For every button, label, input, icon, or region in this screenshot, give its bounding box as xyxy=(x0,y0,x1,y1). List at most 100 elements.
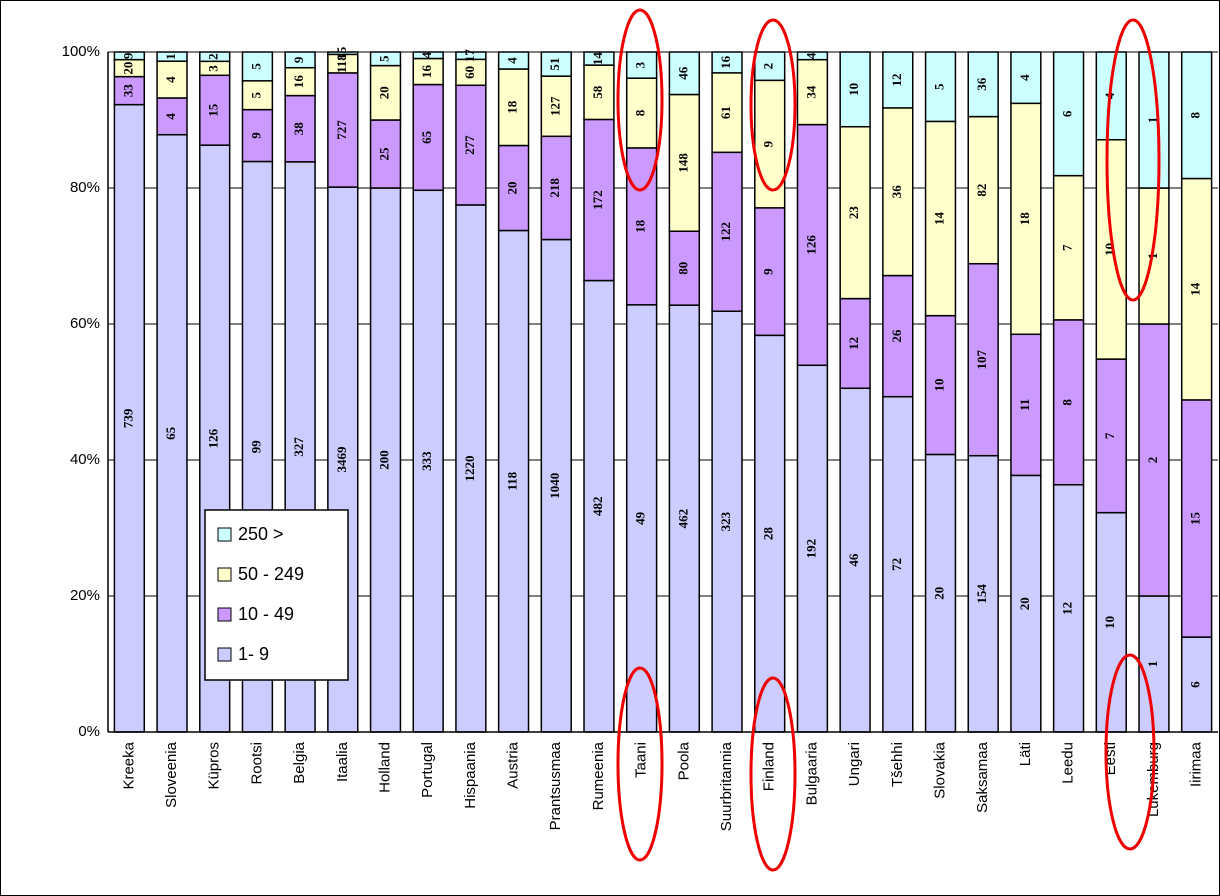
value-label: 46 xyxy=(846,553,861,567)
value-label: 118 xyxy=(334,54,349,73)
bar-segment xyxy=(327,51,359,56)
value-label: 1 xyxy=(163,53,178,60)
value-label: 38 xyxy=(291,122,306,136)
value-label: 126 xyxy=(206,428,221,448)
x-tick-label: Belgia xyxy=(291,741,308,783)
bar-segment xyxy=(625,51,658,79)
value-label: 17 xyxy=(462,49,477,63)
value-label: 20 xyxy=(505,182,520,195)
value-label: 118 xyxy=(505,471,520,490)
legend-label: 1- 9 xyxy=(238,644,269,664)
bar-segment xyxy=(1180,51,1213,180)
bar-segment xyxy=(711,72,743,154)
value-label: 154 xyxy=(974,584,989,604)
bar-segment xyxy=(156,60,188,99)
highlight-ellipse xyxy=(616,666,664,862)
value-label: 34 xyxy=(803,85,818,99)
value-label: 82 xyxy=(974,184,989,197)
value-label: 122 xyxy=(718,222,733,242)
bar-segment xyxy=(668,93,701,232)
bar-segment xyxy=(1010,102,1042,336)
value-label: 12 xyxy=(1060,602,1075,615)
bar-segment xyxy=(412,189,444,733)
bar-segment xyxy=(540,75,572,138)
value-label: 1 xyxy=(1145,117,1160,124)
bar-segment xyxy=(540,238,572,733)
y-tick-label: 80% xyxy=(70,179,100,196)
value-label: 16 xyxy=(718,55,733,69)
bar-segment xyxy=(882,274,914,398)
legend-label: 250 > xyxy=(238,524,284,544)
value-label: 4 xyxy=(163,76,178,83)
value-label: 72 xyxy=(889,558,904,571)
bar-segment xyxy=(1138,323,1170,597)
value-label: 15 xyxy=(206,103,221,117)
value-label: 36 xyxy=(889,185,904,199)
bar-segment xyxy=(839,51,871,128)
value-label: 6 xyxy=(1188,681,1203,688)
value-label: 65 xyxy=(163,426,178,440)
bar-segment xyxy=(369,51,402,67)
value-label: 739 xyxy=(120,408,135,428)
x-tick-label: Ungari xyxy=(846,742,863,786)
bar-segment xyxy=(711,310,743,733)
bar-segment xyxy=(412,51,444,60)
value-label: 462 xyxy=(675,509,690,529)
value-label: 2 xyxy=(1145,457,1160,464)
bar-segment xyxy=(241,108,274,163)
value-label: 1040 xyxy=(547,473,562,499)
legend-label: 50 - 249 xyxy=(238,564,304,584)
highlight-ellipse xyxy=(1105,18,1161,302)
value-label: 727 xyxy=(334,120,349,140)
y-tick-label: 0% xyxy=(78,723,100,740)
bar-segment xyxy=(327,72,359,188)
bar-segment xyxy=(924,314,957,456)
value-label: 3 xyxy=(633,61,648,68)
value-label: 4 xyxy=(163,113,178,120)
legend-label: 10 - 49 xyxy=(238,604,294,624)
value-label: 20 xyxy=(1017,597,1032,610)
bar-segment xyxy=(1138,187,1170,325)
highlight-ellipse xyxy=(1104,653,1156,851)
value-label: 327 xyxy=(291,437,306,457)
value-label: 323 xyxy=(718,511,733,531)
bar-segment xyxy=(241,80,274,111)
value-label: 14 xyxy=(1188,282,1203,296)
value-label: 482 xyxy=(590,497,605,517)
bar-segment xyxy=(1010,474,1042,733)
value-label: 5 xyxy=(248,63,263,70)
value-label: 9 xyxy=(761,140,776,147)
y-tick-label: 40% xyxy=(70,451,100,468)
value-label: 49 xyxy=(633,511,648,525)
bar-segment xyxy=(455,204,487,733)
value-label: 14 xyxy=(590,52,605,66)
value-label: 36 xyxy=(974,77,989,91)
x-tick-label: Küpros xyxy=(206,742,223,790)
value-label: 28 xyxy=(761,527,776,541)
bar-segment xyxy=(199,51,231,63)
legend-swatch xyxy=(217,647,232,662)
bar-segment xyxy=(284,51,316,69)
value-label: 6 xyxy=(1060,110,1075,117)
x-tick-label: Saksamaa xyxy=(974,741,991,813)
bar-segment xyxy=(583,64,615,121)
value-label: 8 xyxy=(1060,399,1075,406)
x-tick-label: Leedu xyxy=(1060,742,1077,784)
value-label: 4 xyxy=(419,52,434,59)
bar-segment xyxy=(369,187,402,733)
value-label: 218 xyxy=(547,178,562,198)
x-tick-label: Rootsi xyxy=(248,742,265,785)
value-label: 18 xyxy=(505,100,520,114)
value-label: 20 xyxy=(931,587,946,600)
x-tick-label: Bulgaaria xyxy=(803,741,820,805)
x-tick-label: Suurbritannia xyxy=(718,741,735,831)
value-label: 16 xyxy=(419,65,434,79)
bar-segment xyxy=(1052,51,1085,177)
bar-segment xyxy=(1010,333,1042,477)
bar-segment xyxy=(924,120,957,317)
x-tick-label: Sloveenia xyxy=(163,741,180,808)
value-label: 33 xyxy=(120,84,135,98)
legend-swatch xyxy=(217,567,232,582)
value-label: 16 xyxy=(291,75,306,89)
